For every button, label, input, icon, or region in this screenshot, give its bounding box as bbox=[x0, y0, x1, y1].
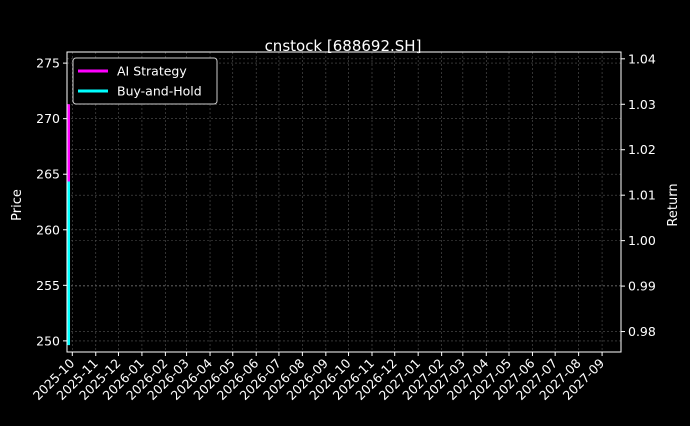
chart-title: cnstock [688692.SH] bbox=[265, 37, 422, 55]
y-tick-label: 260 bbox=[36, 222, 60, 237]
legend-label: AI Strategy bbox=[117, 64, 187, 79]
x-axis: 2025-102025-112025-122026-012026-022026-… bbox=[30, 352, 607, 403]
y-tick-label: 255 bbox=[36, 278, 60, 293]
y2-tick-label: 1.01 bbox=[628, 188, 656, 203]
y2-tick-label: 1.02 bbox=[628, 142, 656, 157]
legend-label: Buy-and-Hold bbox=[117, 84, 202, 99]
y-tick-label: 250 bbox=[36, 333, 60, 348]
y-axis-right: 0.98 0.99 1.00 1.01 1.02 1.03 1.04 bbox=[621, 51, 656, 339]
y-tick-label: 265 bbox=[36, 167, 60, 182]
y2-axis-label: Return bbox=[666, 183, 681, 226]
legend: AI Strategy Buy-and-Hold bbox=[72, 57, 218, 105]
y2-tick-label: 1.00 bbox=[628, 233, 656, 248]
y-tick-label: 275 bbox=[36, 56, 60, 71]
y2-tick-label: 0.99 bbox=[628, 279, 656, 294]
y-tick-label: 270 bbox=[36, 111, 60, 126]
y-axis-left: 250 255 260 265 270 275 bbox=[36, 56, 67, 348]
y2-tick-label: 1.03 bbox=[628, 97, 656, 112]
y-axis-label: Price bbox=[10, 189, 25, 221]
plot-frame bbox=[66, 51, 622, 353]
y2-tick-label: 0.98 bbox=[628, 324, 656, 339]
legend-box bbox=[72, 57, 218, 105]
y2-tick-label: 1.04 bbox=[628, 51, 656, 66]
